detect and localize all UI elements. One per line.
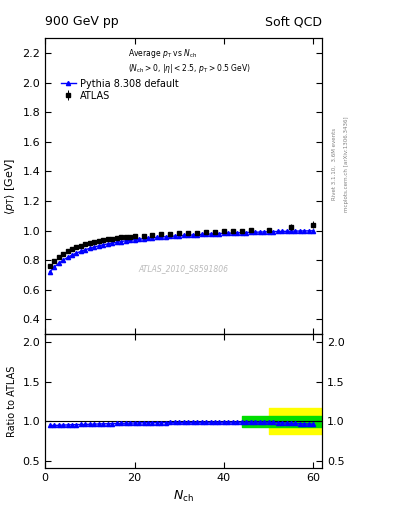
Pythia 8.308 default <box>47 269 52 275</box>
Text: 900 GeV pp: 900 GeV pp <box>45 15 119 28</box>
Pythia 8.308 default <box>92 244 97 250</box>
Pythia 8.308 default <box>132 237 137 243</box>
Pythia 8.308 default <box>114 239 119 245</box>
Pythia 8.308 default <box>123 238 128 244</box>
Pythia 8.308 default <box>137 236 141 242</box>
Y-axis label: Ratio to ATLAS: Ratio to ATLAS <box>7 366 17 437</box>
X-axis label: $N_{\mathrm{ch}}$: $N_{\mathrm{ch}}$ <box>173 489 194 504</box>
Line: Pythia 8.308 default: Pythia 8.308 default <box>48 229 316 274</box>
Text: Soft QCD: Soft QCD <box>265 15 322 28</box>
Text: Rivet 3.1.10,  3.6M events: Rivet 3.1.10, 3.6M events <box>332 128 337 200</box>
Text: Average $p_{\mathrm{T}}$ vs $N_{\mathrm{ch}}$ ($N_{\mathrm{ch}} > 0$, $|\eta| < : Average $p_{\mathrm{T}}$ vs $N_{\mathrm{… <box>129 47 252 75</box>
Pythia 8.308 default <box>213 231 217 237</box>
Legend: Pythia 8.308 default, ATLAS: Pythia 8.308 default, ATLAS <box>61 79 178 101</box>
Pythia 8.308 default <box>311 228 316 234</box>
Text: mcplots.cern.ch [arXiv:1306.3436]: mcplots.cern.ch [arXiv:1306.3436] <box>344 116 349 211</box>
Y-axis label: $\langle p_{\mathrm{T}} \rangle$ [GeV]: $\langle p_{\mathrm{T}} \rangle$ [GeV] <box>3 158 17 215</box>
Text: ATLAS_2010_S8591806: ATLAS_2010_S8591806 <box>139 265 229 273</box>
